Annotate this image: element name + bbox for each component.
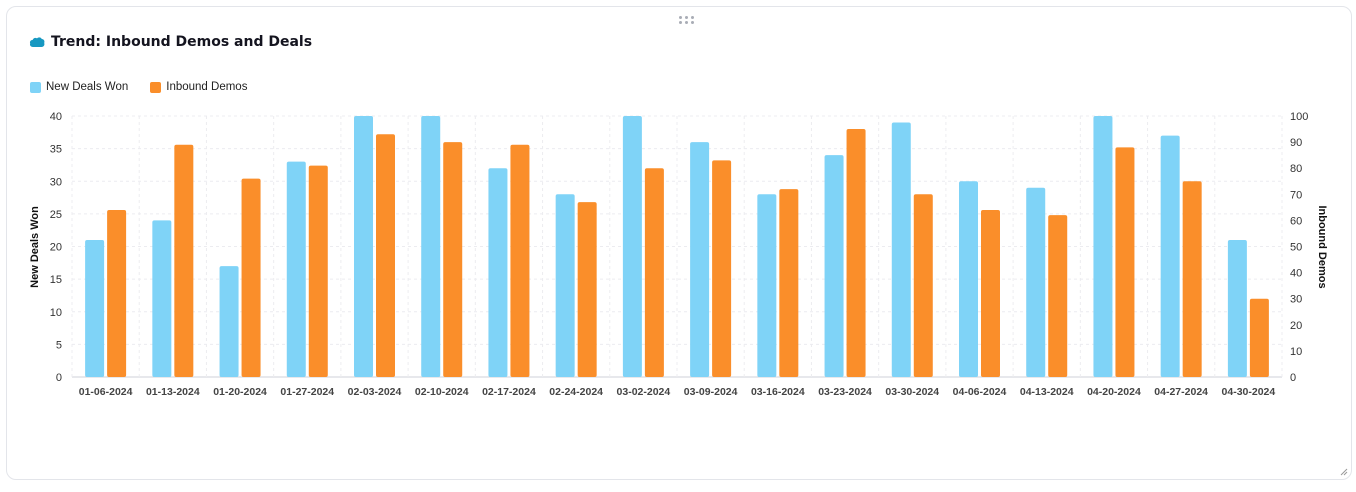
bar-inbound-demos [644, 168, 664, 377]
bar-new-deals-won [757, 194, 777, 377]
bar-new-deals-won [219, 266, 239, 377]
x-tick-label: 03-30-2024 [885, 386, 939, 398]
bar-inbound-demos [1182, 181, 1202, 377]
y-left-tick-label: 20 [50, 242, 62, 254]
y-left-tick-label: 30 [50, 176, 62, 188]
bar-new-deals-won [622, 116, 642, 377]
bar-inbound-demos [107, 209, 127, 377]
y-right-tick-label: 50 [1290, 242, 1302, 254]
x-tick-label: 04-30-2024 [1222, 386, 1276, 398]
bar-new-deals-won [690, 142, 710, 377]
bar-inbound-demos [712, 160, 732, 377]
bar-inbound-demos [846, 129, 866, 377]
bar-new-deals-won [1227, 239, 1247, 377]
x-axis: 01-06-2024 01-13-2024 01-20-2024 01-27-2024… [79, 386, 1276, 398]
legend-label-inbound-demos: Inbound Demos [166, 81, 248, 93]
resize-handle-icon[interactable] [1338, 466, 1348, 476]
card-header: Trend: Inbound Demos and Deals [29, 31, 312, 53]
legend-label-new-deals: New Deals Won [46, 81, 129, 93]
chart-title: Trend: Inbound Demos and Deals [51, 34, 313, 50]
x-tick-label: 02-10-2024 [415, 386, 469, 398]
x-tick-label: 04-13-2024 [1020, 386, 1074, 398]
x-tick-label: 03-16-2024 [751, 386, 805, 398]
bar-new-deals-won [891, 122, 911, 378]
x-tick-label: 02-17-2024 [482, 386, 536, 398]
bar-inbound-demos [913, 194, 933, 377]
bar-new-deals-won [824, 155, 844, 377]
y-right-tick-label: 100 [1290, 111, 1308, 123]
bar-inbound-demos [1115, 147, 1135, 377]
y-right-tick-label: 60 [1290, 215, 1302, 227]
drag-handle-icon[interactable] [679, 16, 695, 24]
legend-swatch-new-deals [30, 81, 41, 93]
bar-inbound-demos [1048, 215, 1068, 377]
x-tick-label: 01-06-2024 [79, 386, 133, 398]
x-tick-label: 03-23-2024 [818, 386, 872, 398]
x-tick-label: 01-13-2024 [146, 386, 200, 398]
bar-inbound-demos [376, 134, 395, 377]
bar-inbound-demos [443, 142, 463, 377]
bar-new-deals-won [1093, 116, 1113, 377]
bar-inbound-demos [174, 144, 194, 377]
salesforce-cloud-icon [29, 37, 45, 47]
x-tick-label: 02-03-2024 [348, 386, 402, 398]
y-axis-right: 0 10 20 30 40 50 60 70 80 90 100 [1290, 111, 1308, 384]
legend-swatch-inbound-demos [150, 81, 162, 93]
y-axis-right-title: Inbound Demos [1316, 205, 1328, 288]
bars-group [85, 116, 1269, 378]
x-tick-label: 04-06-2024 [953, 386, 1007, 398]
bar-new-deals-won [1160, 135, 1180, 377]
y-right-tick-label: 20 [1290, 320, 1302, 332]
y-right-tick-label: 80 [1290, 163, 1302, 175]
y-left-tick-label: 35 [50, 144, 62, 156]
bar-new-deals-won [959, 181, 978, 377]
bar-new-deals-won [354, 116, 373, 377]
y-right-tick-label: 30 [1290, 294, 1302, 306]
bar-new-deals-won [85, 239, 105, 377]
y-left-tick-label: 25 [50, 209, 62, 221]
y-right-tick-label: 70 [1290, 189, 1302, 201]
bar-inbound-demos [981, 209, 1000, 377]
x-tick-label: 01-20-2024 [213, 386, 267, 398]
bar-new-deals-won [286, 161, 306, 377]
y-right-tick-label: 10 [1290, 346, 1302, 358]
bar-inbound-demos [241, 178, 261, 377]
x-tick-label: 02-24-2024 [549, 386, 603, 398]
bar-inbound-demos [510, 144, 530, 377]
bar-inbound-demos [1249, 298, 1269, 377]
legend-item-new-deals[interactable]: New Deals Won [30, 81, 128, 93]
y-right-tick-label: 0 [1290, 372, 1296, 384]
bar-new-deals-won [421, 116, 441, 377]
bar-new-deals-won [152, 220, 172, 377]
bar-inbound-demos [308, 165, 328, 377]
x-tick-label: 04-20-2024 [1087, 386, 1141, 398]
y-axis-left-title: New Deals Won [29, 206, 41, 288]
x-tick-label: 04-27-2024 [1154, 386, 1208, 398]
y-left-tick-label: 40 [50, 111, 62, 123]
bar-new-deals-won [488, 168, 508, 377]
x-tick-label: 03-02-2024 [617, 386, 671, 398]
bar-inbound-demos [779, 189, 799, 377]
bar-new-deals-won [555, 194, 575, 377]
x-tick-label: 01-27-2024 [280, 386, 334, 398]
y-left-tick-label: 0 [56, 372, 62, 384]
legend-item-inbound-demos[interactable]: Inbound Demos [150, 81, 247, 93]
grid-lines [71, 115, 1283, 378]
chart-legend: New Deals Won Inbound Demos [30, 81, 269, 93]
y-axis-left: 0 5 10 15 20 25 30 35 40 [50, 111, 62, 384]
y-left-tick-label: 10 [50, 307, 62, 319]
x-tick-label: 03-09-2024 [684, 386, 738, 398]
y-left-tick-label: 15 [50, 274, 62, 286]
y-right-tick-label: 90 [1290, 137, 1302, 149]
y-left-tick-label: 5 [56, 339, 62, 351]
bar-inbound-demos [577, 202, 597, 377]
y-right-tick-label: 40 [1290, 268, 1302, 280]
bar-new-deals-won [1026, 187, 1046, 377]
